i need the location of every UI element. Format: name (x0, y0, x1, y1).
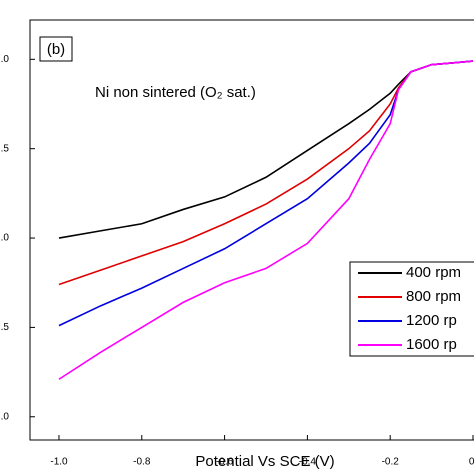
series-line (58, 60, 474, 380)
y-tick-label: .5 (1, 322, 10, 333)
x-tick-label: -0.6 (216, 457, 234, 468)
x-tick-label: 0. (469, 457, 474, 468)
annotation: Ni non sintered (O₂ sat.) (95, 84, 256, 101)
x-axis-label: Potential Vs SCE (V) (195, 453, 334, 470)
panel-label: (b) (47, 41, 65, 58)
x-tick-label: -0.4 (299, 457, 317, 468)
legend-label: 400 rpm (406, 264, 461, 281)
plot-frame (29, 19, 474, 441)
legend-label: 800 rpm (406, 288, 461, 305)
y-tick-label: .0 (1, 233, 10, 244)
x-tick-label: -0.2 (382, 457, 400, 468)
legend (349, 261, 474, 357)
panel-label-box (39, 36, 73, 62)
x-tick-label: -1.0 (50, 457, 68, 468)
legend-label: 1200 rp (406, 312, 457, 329)
y-tick-label: .0 (1, 54, 10, 65)
x-tick-label: -0.8 (133, 457, 151, 468)
y-tick-label: .5 (1, 143, 10, 154)
y-tick-label: .0 (1, 411, 10, 422)
legend-label: 1600 rp (406, 336, 457, 353)
